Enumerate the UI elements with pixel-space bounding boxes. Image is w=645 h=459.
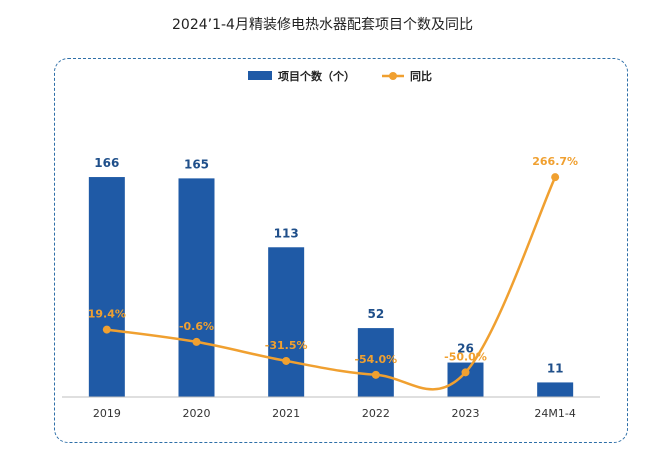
- x-tick-label: 2020: [183, 407, 211, 420]
- line-point: [102, 325, 111, 334]
- line-value-label: 19.4%: [88, 308, 126, 321]
- bar: [447, 362, 484, 397]
- legend-bar-label: 项目个数（个）: [278, 69, 355, 83]
- bar: [268, 247, 305, 397]
- bar: [88, 177, 125, 397]
- line-series: 19.4% -0.6% -31.5% -54.0% -50.0% 266.7%: [88, 155, 578, 391]
- bar-value-label: 166: [94, 156, 119, 170]
- x-tick-label: 24M1-4: [534, 407, 575, 420]
- x-tick-label: 2022: [362, 407, 390, 420]
- x-tick-label: 2019: [93, 407, 121, 420]
- line-value-label: -0.6%: [179, 320, 214, 333]
- bar: [178, 178, 215, 397]
- bar-series: 166 165 113 52 26 11: [88, 156, 574, 397]
- line-value-label: 266.7%: [532, 155, 578, 168]
- bar-value-label: 26: [457, 342, 474, 356]
- line-point: [192, 337, 201, 346]
- x-tick-label: 2023: [452, 407, 480, 420]
- bar: [537, 382, 574, 397]
- x-tick-labels: 2019 2020 2021 2022 2023 24M1-4: [93, 407, 576, 420]
- line-path: [106, 176, 557, 391]
- bar: [357, 328, 394, 397]
- bar-value-label: 165: [184, 157, 209, 171]
- legend-bar-swatch: [248, 71, 272, 80]
- line-point: [371, 370, 380, 379]
- legend-line-marker: [389, 72, 397, 80]
- line-point: [461, 368, 470, 377]
- line-point: [282, 356, 291, 365]
- line-value-label: -54.0%: [354, 353, 397, 366]
- bar-value-label: 52: [367, 307, 384, 321]
- bar-value-label: 11: [547, 361, 564, 375]
- chart-title: 2024’1-4月精装修电热水器配套项目个数及同比: [172, 17, 473, 33]
- chart-frame: [54, 58, 628, 443]
- legend: 项目个数（个） 同比: [248, 69, 432, 83]
- line-value-label: -31.5%: [265, 339, 308, 352]
- line-value-label: -50.0%: [444, 350, 487, 363]
- bar-value-label: 113: [274, 226, 299, 240]
- line-point: [551, 173, 560, 182]
- x-tick-label: 2021: [272, 407, 300, 420]
- legend-line-label: 同比: [410, 69, 432, 83]
